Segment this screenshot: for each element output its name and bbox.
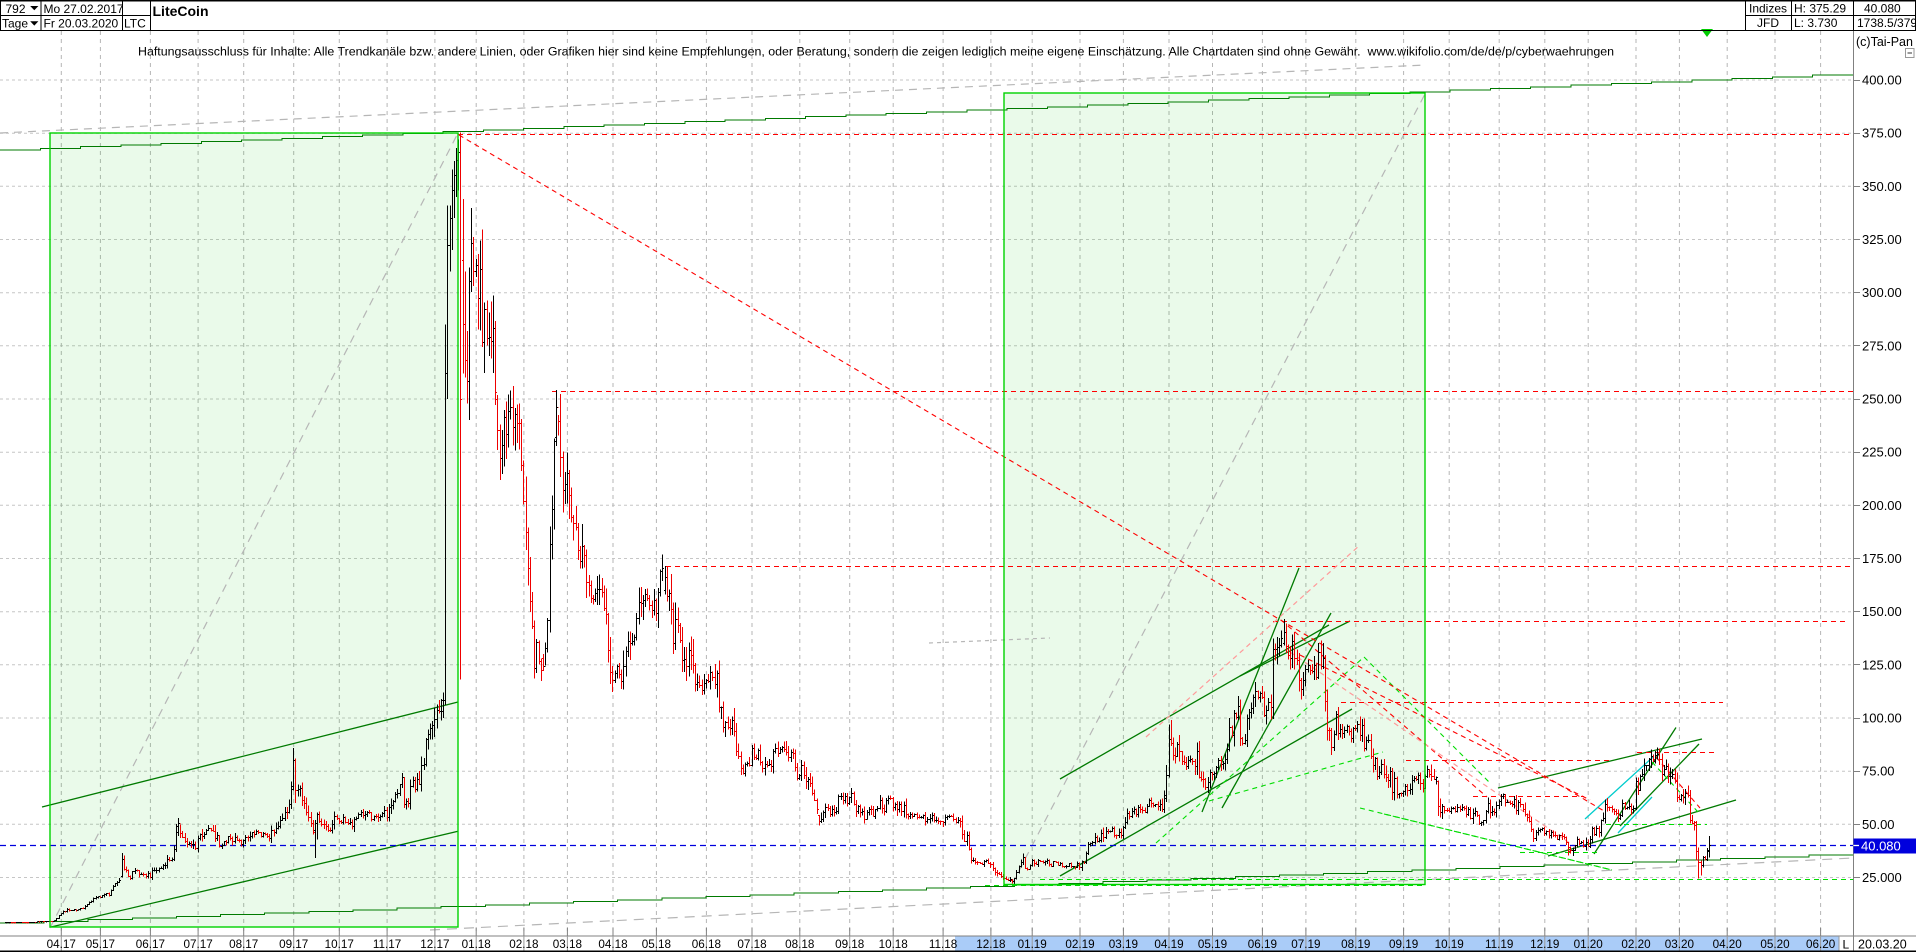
svg-text:01.19: 01.19 [1018,938,1047,951]
svg-text:125.00: 125.00 [1862,657,1902,672]
svg-text:08.17: 08.17 [229,938,258,951]
svg-text:07.17: 07.17 [183,938,212,951]
svg-text:250.00: 250.00 [1862,392,1902,407]
svg-text:25.000: 25.000 [1862,870,1902,885]
svg-text:Indizes: Indizes [1749,2,1787,16]
svg-text:03.18: 03.18 [553,938,582,951]
svg-text:07.18: 07.18 [737,938,766,951]
svg-text:09.17: 09.17 [279,938,308,951]
svg-text:02.19: 02.19 [1065,938,1094,951]
svg-text:175.00: 175.00 [1862,551,1902,566]
svg-text:150.00: 150.00 [1862,604,1902,619]
svg-text:11.17: 11.17 [373,938,401,951]
svg-text:09.19: 09.19 [1389,938,1418,951]
svg-text:04.19: 04.19 [1154,938,1183,951]
svg-text:06.19: 06.19 [1248,938,1277,951]
svg-text:325.00: 325.00 [1862,232,1902,247]
svg-text:01.18: 01.18 [462,938,491,951]
svg-text:75.00: 75.00 [1862,764,1895,779]
svg-text:04.20: 04.20 [1713,938,1743,951]
svg-text:40.080: 40.080 [1861,839,1901,854]
svg-text:20.03.20: 20.03.20 [1858,938,1907,952]
svg-text:300.00: 300.00 [1862,285,1902,300]
svg-text:10.19: 10.19 [1435,938,1464,951]
svg-text:Mo 27.02.2017: Mo 27.02.2017 [44,2,124,16]
svg-text:03.19: 03.19 [1109,938,1138,951]
svg-text:05.20: 05.20 [1760,938,1790,951]
svg-text:11.19: 11.19 [1485,938,1513,951]
svg-text:Tage: Tage [2,16,28,30]
svg-text:10.17: 10.17 [325,938,354,951]
svg-text:LTC: LTC [124,16,146,30]
svg-text:08.19: 08.19 [1341,938,1370,951]
svg-text:02.20: 02.20 [1621,938,1651,951]
svg-text:10.18: 10.18 [879,938,908,951]
svg-text:100.00: 100.00 [1862,711,1902,726]
svg-text:08.18: 08.18 [785,938,814,951]
svg-text:225.00: 225.00 [1862,445,1902,460]
svg-text:375.00: 375.00 [1862,126,1902,141]
svg-text:06.18: 06.18 [692,938,721,951]
svg-text:11.18: 11.18 [929,938,957,951]
svg-text:12.18: 12.18 [976,938,1005,951]
svg-text:275.00: 275.00 [1862,338,1902,353]
svg-text:792: 792 [6,2,26,16]
svg-text:LiteCoin: LiteCoin [153,3,209,19]
svg-text:02.18: 02.18 [509,938,538,951]
svg-text:12.17: 12.17 [420,938,449,951]
svg-text:Haftungsausschluss für Inhalte: Haftungsausschluss für Inhalte: Alle Tre… [138,45,1614,59]
svg-text:05.19: 05.19 [1198,938,1227,951]
svg-text:09.18: 09.18 [835,938,864,951]
svg-text:04.17: 04.17 [47,938,76,951]
svg-text:JFD: JFD [1757,16,1779,30]
svg-text:05.17: 05.17 [86,938,115,951]
svg-text:H: 375.29: H: 375.29 [1794,2,1846,16]
svg-text:01.20: 01.20 [1574,938,1604,951]
svg-text:400.00: 400.00 [1862,73,1902,88]
svg-text:(c)Tai-Pan: (c)Tai-Pan [1856,35,1913,49]
svg-text:Fr 20.03.2020: Fr 20.03.2020 [44,16,119,30]
svg-text:40.080: 40.080 [1864,2,1901,16]
svg-text:50.00: 50.00 [1862,817,1895,832]
svg-text:1738.5/379: 1738.5/379 [1857,16,1916,30]
svg-text:L: 3.730: L: 3.730 [1794,16,1838,30]
svg-text:12.19: 12.19 [1530,938,1559,951]
svg-text:L: L [1843,938,1850,952]
svg-text:03.20: 03.20 [1665,938,1695,951]
svg-text:350.00: 350.00 [1862,179,1902,194]
svg-text:200.00: 200.00 [1862,498,1902,513]
svg-text:05.18: 05.18 [642,938,671,951]
svg-text:06.17: 06.17 [136,938,165,951]
svg-text:07.19: 07.19 [1291,938,1320,951]
svg-text:04.18: 04.18 [598,938,627,951]
svg-text:06.20: 06.20 [1806,938,1836,951]
